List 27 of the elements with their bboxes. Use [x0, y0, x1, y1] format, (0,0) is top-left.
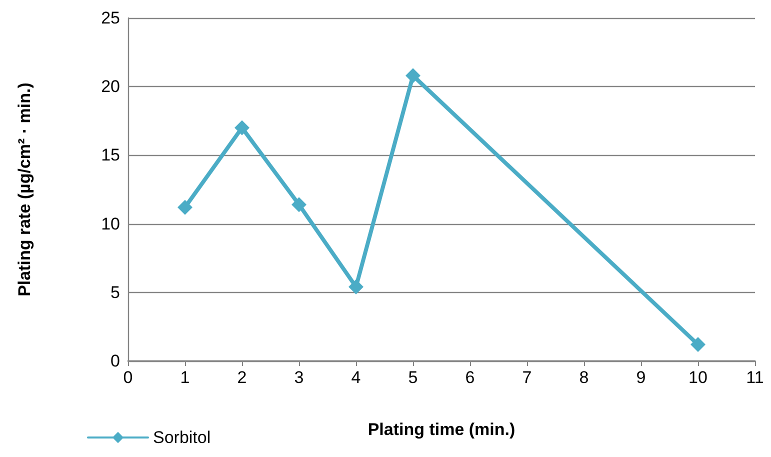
y-tick-label: 0 [110, 352, 120, 370]
x-tick-label: 2 [237, 368, 247, 387]
x-tick-label: 1 [180, 368, 190, 387]
x-axis-title: Plating time (min.) [368, 420, 516, 439]
x-tick-label: 0 [123, 368, 133, 387]
point [348, 279, 364, 294]
x-tick-label: 7 [522, 368, 532, 387]
x-tick-label: 8 [579, 368, 589, 387]
y-tick-label: 20 [101, 77, 120, 96]
x-tick-label: 5 [408, 368, 418, 387]
x-tick-label: 11 [746, 368, 764, 387]
legend-label: Sorbitol [153, 428, 211, 447]
y-tick-label: 5 [110, 282, 120, 302]
point [292, 197, 306, 212]
x-tick-label: 9 [636, 368, 646, 387]
point [690, 337, 706, 352]
x-tick-label: 4 [351, 368, 361, 387]
point [234, 120, 250, 136]
y-tick-label: 15 [101, 146, 120, 165]
point [406, 68, 420, 84]
x-tick-label: 6 [465, 368, 475, 387]
y-tick-label: 10 [101, 214, 120, 234]
x-tick-label: 10 [688, 368, 708, 387]
x-tick-label: 3 [294, 368, 304, 387]
y-tick-label: 25 [101, 8, 120, 28]
point [178, 200, 192, 215]
y-axis-title: Plating rate (µg/cm² · min.) [15, 82, 34, 296]
